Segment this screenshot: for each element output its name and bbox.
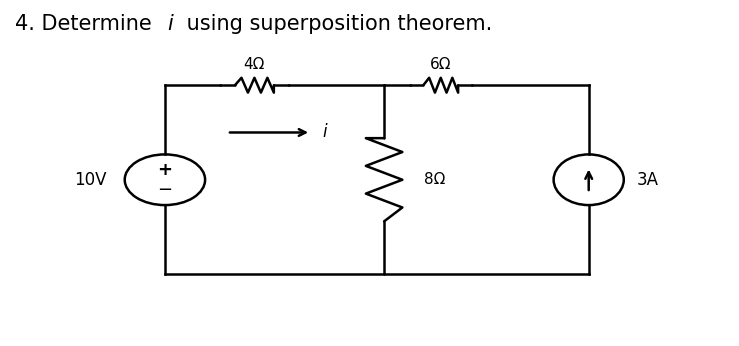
Text: 10V: 10V — [74, 171, 106, 189]
Text: i: i — [167, 14, 173, 34]
Text: 8Ω: 8Ω — [424, 172, 446, 187]
Text: −: − — [157, 181, 172, 199]
Text: 4Ω: 4Ω — [244, 57, 265, 72]
Text: +: + — [157, 161, 172, 179]
Text: i: i — [322, 124, 327, 142]
Text: using superposition theorem.: using superposition theorem. — [180, 14, 491, 34]
Text: 3A: 3A — [637, 171, 659, 189]
Text: 4. Determine: 4. Determine — [15, 14, 158, 34]
Text: 6Ω: 6Ω — [430, 57, 452, 72]
